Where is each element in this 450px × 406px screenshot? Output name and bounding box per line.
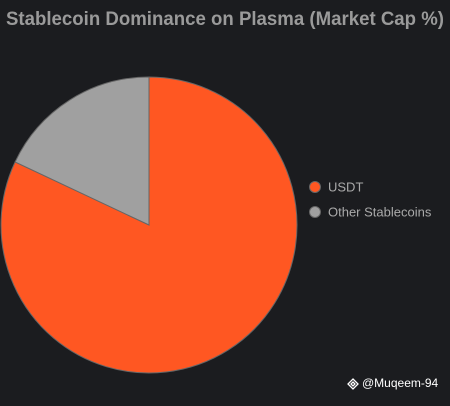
- legend-swatch: [309, 181, 321, 193]
- legend-label: Other Stablecoins: [328, 204, 432, 219]
- legend-swatch: [309, 206, 321, 218]
- chart-title: Stablecoin Dominance on Plasma (Market C…: [6, 9, 444, 30]
- watermark-icon: [347, 378, 359, 390]
- pie-slice: [14, 76, 150, 226]
- legend-label: USDT: [328, 179, 363, 194]
- watermark: @Muqeem-94: [362, 376, 439, 390]
